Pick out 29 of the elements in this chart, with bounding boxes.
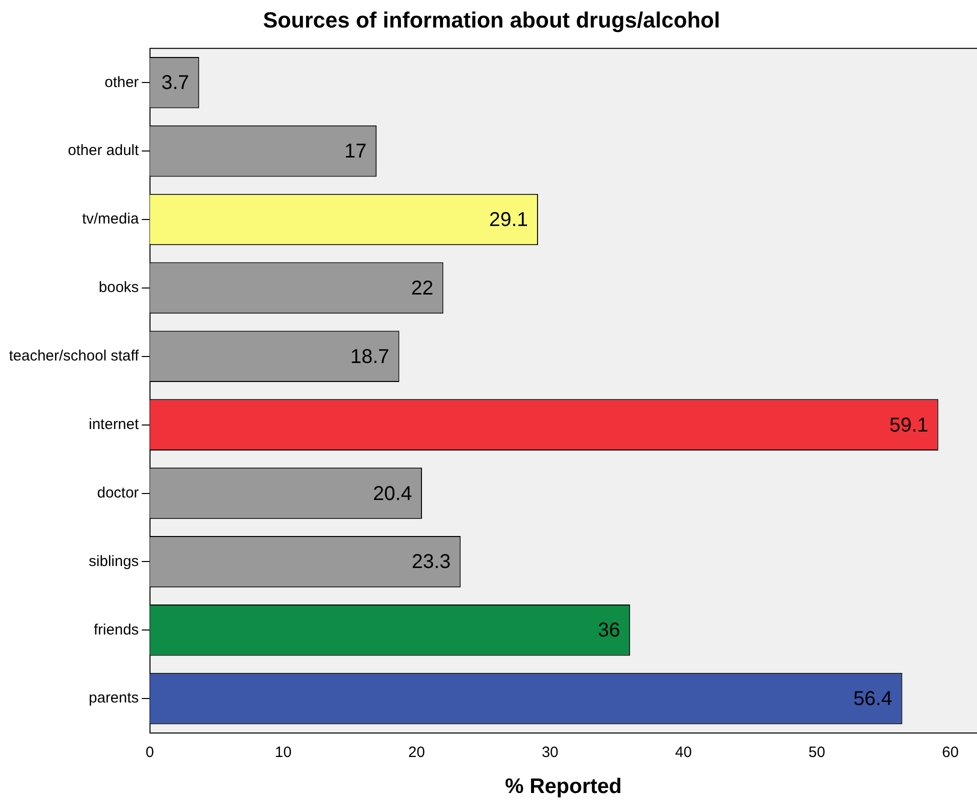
data-label: 20.4 — [373, 482, 412, 505]
y-tick-label: other — [104, 74, 139, 91]
y-tick-label: books — [98, 279, 139, 296]
x-tick-label: 0 — [146, 744, 154, 761]
y-tick-label: parents — [88, 690, 139, 707]
data-label: 17 — [344, 140, 367, 163]
y-tick-label: tv/media — [82, 210, 140, 228]
chart-title: Sources of information about drugs/alcohol — [262, 7, 720, 32]
x-tick-label: 50 — [808, 744, 826, 761]
y-tick-label: friends — [94, 621, 139, 638]
data-label: 59.1 — [889, 414, 928, 436]
data-label: 3.7 — [161, 72, 190, 94]
y-tick-label: doctor — [97, 484, 139, 502]
y-tick-label: teacher/school staff — [8, 348, 140, 365]
y-tick-label: internet — [88, 416, 140, 433]
data-label: 36 — [598, 620, 620, 642]
x-tick-label: 10 — [274, 744, 292, 761]
data-label: 22 — [411, 277, 434, 300]
x-tick-label: 60 — [942, 744, 959, 761]
x-tick-label: 30 — [542, 744, 558, 761]
x-tick-label: 40 — [675, 744, 692, 761]
data-label: 23.3 — [412, 551, 451, 574]
x-tick-label: 20 — [408, 744, 425, 761]
y-tick-label: other adult — [68, 142, 140, 160]
data-label: 18.7 — [350, 346, 390, 368]
data-label: 29.1 — [489, 209, 528, 232]
data-label: 56.4 — [853, 688, 892, 710]
y-tick-label: siblings — [88, 552, 139, 570]
x-axis-title: % Reported — [505, 775, 622, 798]
